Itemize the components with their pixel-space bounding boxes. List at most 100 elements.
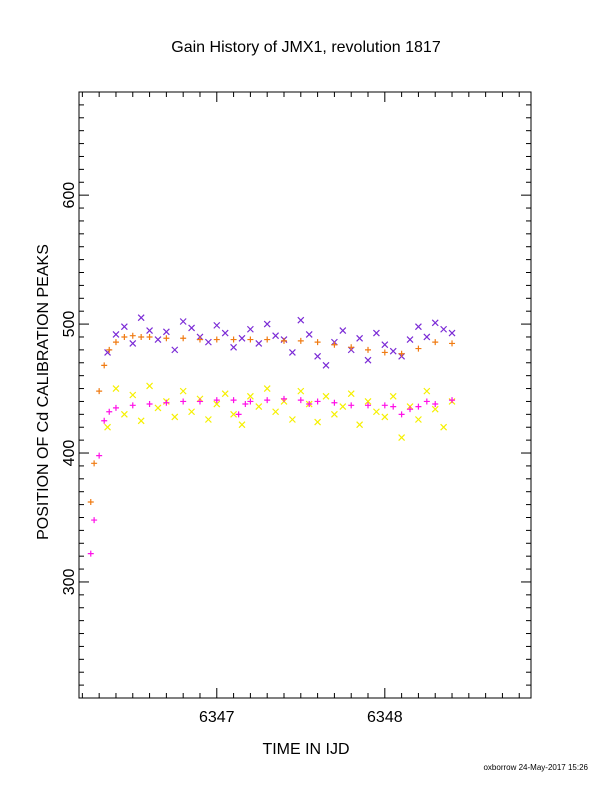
data-point-magenta xyxy=(264,397,271,404)
data-marks xyxy=(87,314,456,557)
data-point-purple xyxy=(322,361,330,369)
data-point-orange xyxy=(196,336,203,343)
data-point-magenta xyxy=(423,398,430,405)
data-point-orange xyxy=(264,336,271,343)
data-point-orange xyxy=(348,344,355,351)
data-point-purple xyxy=(431,319,439,327)
data-point-purple xyxy=(288,349,296,356)
data-point-magenta xyxy=(96,452,103,459)
data-point-purple xyxy=(154,336,162,343)
data-point-yellow xyxy=(246,392,254,400)
data-point-purple xyxy=(213,321,221,329)
data-point-yellow xyxy=(204,416,212,423)
data-point-orange xyxy=(314,339,321,346)
data-point-orange xyxy=(230,336,237,343)
data-point-orange xyxy=(91,460,98,467)
data-point-yellow xyxy=(263,385,271,392)
data-point-yellow xyxy=(423,387,431,395)
data-point-purple xyxy=(414,323,422,331)
data-point-magenta xyxy=(180,398,187,405)
data-point-purple xyxy=(381,341,389,349)
data-point-magenta xyxy=(112,404,119,411)
data-point-purple xyxy=(146,327,153,334)
x-tick-label: 6348 xyxy=(367,709,403,726)
data-point-orange xyxy=(87,499,94,506)
data-point-magenta xyxy=(230,397,237,404)
data-point-yellow xyxy=(230,410,238,418)
data-point-magenta xyxy=(348,402,355,409)
series-magenta xyxy=(87,395,456,557)
data-point-purple xyxy=(179,318,187,325)
data-point-yellow xyxy=(221,390,229,398)
data-point-purple xyxy=(120,323,128,331)
data-point-magenta xyxy=(398,411,405,418)
data-point-orange xyxy=(365,346,372,353)
data-point-yellow xyxy=(414,416,422,423)
data-point-purple xyxy=(238,334,246,342)
data-point-yellow xyxy=(213,400,221,408)
data-point-yellow xyxy=(129,391,137,399)
y-tick-label: 600 xyxy=(61,182,78,209)
data-point-orange xyxy=(280,337,287,344)
plot-frame xyxy=(78,91,532,699)
data-point-magenta xyxy=(432,401,439,408)
data-point-yellow xyxy=(104,423,111,431)
data-point-magenta xyxy=(247,398,254,405)
data-point-yellow xyxy=(440,423,448,431)
data-point-orange xyxy=(112,339,119,346)
data-point-orange xyxy=(101,362,108,369)
data-point-magenta xyxy=(407,406,414,413)
data-point-orange xyxy=(213,336,220,343)
data-point-magenta xyxy=(331,399,338,406)
data-point-purple xyxy=(221,329,229,337)
data-point-orange xyxy=(96,388,103,395)
data-point-purple xyxy=(389,347,397,355)
y-axis-label: POSITION OF Cd CALIBRATION PEAKS xyxy=(35,244,52,540)
data-point-magenta xyxy=(390,403,397,410)
data-point-yellow xyxy=(188,408,196,416)
data-point-yellow xyxy=(137,417,145,425)
data-point-purple xyxy=(112,330,120,338)
data-point-magenta xyxy=(381,402,388,409)
data-point-yellow xyxy=(146,382,153,390)
data-point-purple xyxy=(356,334,364,342)
data-point-purple xyxy=(246,325,254,333)
data-point-orange xyxy=(381,349,388,356)
data-point-orange xyxy=(415,345,422,352)
data-point-purple xyxy=(129,340,137,347)
data-point-purple xyxy=(171,346,179,354)
data-point-yellow xyxy=(356,421,364,429)
data-point-yellow xyxy=(238,421,246,429)
data-point-purple xyxy=(448,329,456,337)
series-yellow xyxy=(104,382,456,441)
data-point-yellow xyxy=(288,416,296,423)
data-point-purple xyxy=(263,320,271,328)
data-point-purple xyxy=(423,333,431,341)
data-point-purple xyxy=(137,314,145,322)
data-point-magenta xyxy=(297,397,304,404)
data-point-purple xyxy=(297,316,305,324)
data-point-magenta xyxy=(146,401,153,408)
data-point-magenta xyxy=(314,398,321,405)
data-point-purple xyxy=(230,343,238,351)
data-point-yellow xyxy=(398,434,406,441)
y-tick-label: 400 xyxy=(61,440,78,467)
data-point-yellow xyxy=(255,403,263,411)
data-point-yellow xyxy=(330,410,338,418)
data-point-purple xyxy=(406,336,414,343)
data-point-orange xyxy=(163,335,170,342)
data-point-yellow xyxy=(272,408,280,416)
data-point-orange xyxy=(398,350,405,357)
data-point-yellow xyxy=(297,387,305,395)
data-point-magenta xyxy=(415,403,422,410)
data-point-yellow xyxy=(171,413,179,421)
data-point-magenta xyxy=(87,550,94,557)
data-point-magenta xyxy=(242,401,249,408)
x-axis-label: TIME IN IJD xyxy=(262,741,349,758)
data-point-yellow xyxy=(112,385,120,392)
data-point-orange xyxy=(146,333,153,340)
data-point-purple xyxy=(255,340,263,347)
data-point-magenta xyxy=(91,517,98,524)
data-point-yellow xyxy=(120,410,128,418)
